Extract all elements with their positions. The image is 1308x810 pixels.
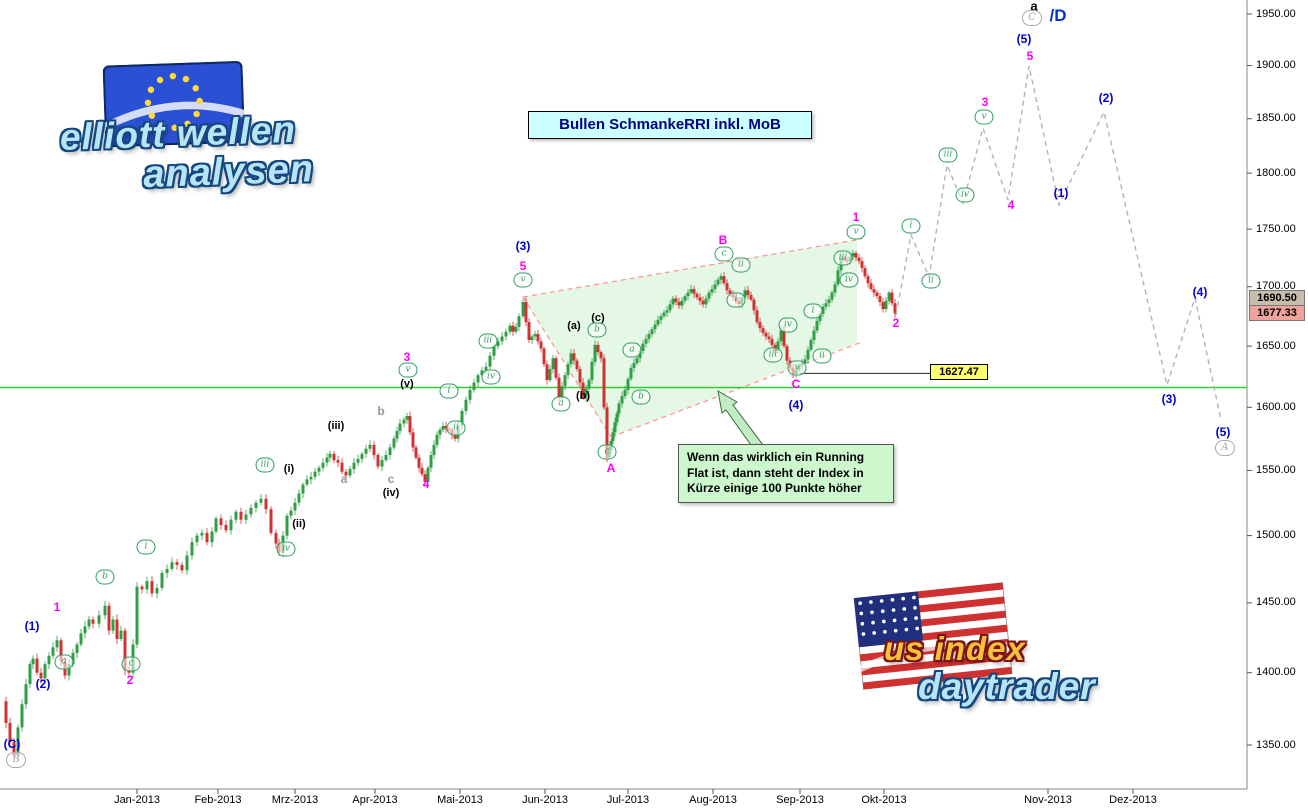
logo-text-us-index: us index bbox=[884, 630, 1026, 667]
elliott-wellen-analysen-logo: elliott wellen analysen bbox=[47, 51, 362, 222]
us-index-daytrader-logo: us index daytrader bbox=[853, 582, 1156, 731]
candlestick-series bbox=[4, 249, 897, 761]
price-tag-last-price: 1677.33 bbox=[1249, 305, 1305, 322]
price-tag-previous-close: 1690.50 bbox=[1249, 289, 1305, 306]
annotation-note: Wenn das wirklich ein Running Flat ist, … bbox=[678, 444, 894, 503]
eu-flag-icon bbox=[102, 60, 246, 148]
pattern-edge bbox=[522, 238, 863, 298]
logo-text-analysen: analysen bbox=[142, 148, 315, 197]
us-flag-icon bbox=[853, 582, 1013, 690]
chart-title: Bullen SchmankeRRI inkl. MoB bbox=[528, 111, 812, 139]
logo-text-daytrader: daytrader bbox=[918, 666, 1096, 707]
price-tag-level: 1627.47 bbox=[930, 364, 988, 381]
